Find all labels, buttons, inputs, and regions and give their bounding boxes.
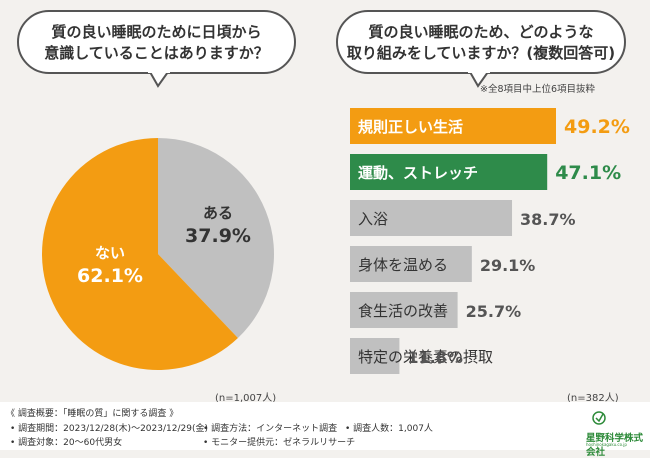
survey-method: • 調査方法：インターネット調査 bbox=[203, 424, 338, 434]
pie-slice-nai bbox=[42, 138, 238, 370]
pie-slice-value: 62.1% bbox=[77, 265, 143, 287]
bar-3 bbox=[350, 200, 513, 236]
bar-5 bbox=[350, 292, 458, 328]
left-question-line2: 意識していることはありますか？ bbox=[44, 44, 269, 62]
pie-slice-value: 37.9% bbox=[185, 225, 251, 247]
left-question-bubble: 質の良い睡眠のために日頃から 意識していることはありますか？ bbox=[17, 10, 296, 74]
right-bubble-tail-mask bbox=[468, 69, 490, 73]
pie-slice-aru bbox=[158, 138, 274, 339]
bar-1 bbox=[350, 108, 556, 144]
right-question-line2: 取り組みをしていますか？(複数回答可) bbox=[346, 44, 616, 62]
bar-4 bbox=[350, 246, 472, 282]
left-question-line1: 質の良い睡眠のために日頃から bbox=[51, 23, 262, 41]
right-chart-note: ※全8項目中上位6項目抜粋 bbox=[480, 84, 596, 95]
bar-category-label: 運動、ストレッチ bbox=[358, 164, 478, 182]
bar-value-label: 25.7% bbox=[466, 302, 522, 321]
bar-2 bbox=[350, 154, 548, 190]
bar-category-label: 規則正しい生活 bbox=[358, 118, 463, 136]
survey-count: • 調査人数：1,007人 bbox=[345, 424, 433, 434]
bar-category-label: 食生活の改善 bbox=[358, 302, 448, 320]
survey-provider: • モニター提供元：ゼネラルリサーチ bbox=[203, 438, 356, 448]
survey-footer: 《 調査概要：「睡眠の質」に関する調査 》 • 調査期間：2023/12/28(… bbox=[0, 402, 650, 450]
pie-sample-note: (n=1,007人) bbox=[215, 393, 277, 404]
pie-chart: ある 37.9% ない 62.1% bbox=[42, 138, 274, 370]
pie-slice-label: ない bbox=[95, 244, 125, 262]
bar-category-label: 特定の栄養素の摂取 bbox=[358, 348, 493, 366]
left-bubble-tail bbox=[148, 71, 170, 88]
bar-sample-note: (n=382人) bbox=[567, 393, 619, 404]
survey-heading: 《 調査概要：「睡眠の質」に関する調査 》 bbox=[6, 409, 179, 419]
bar-value-label: 47.1% bbox=[555, 162, 621, 184]
right-question-line1: 質の良い睡眠のため、どのような bbox=[368, 23, 594, 41]
bar-value-label: 11.8% bbox=[407, 348, 463, 367]
bar-value-label: 49.2% bbox=[564, 116, 630, 138]
bar-6 bbox=[350, 338, 400, 374]
bar-value-label: 38.7% bbox=[520, 210, 576, 229]
survey-target: • 調査対象：20～60代男女 bbox=[10, 438, 123, 448]
pie-slice-label: ある bbox=[203, 204, 233, 222]
survey-period: • 調査期間：2023/12/28(木)～2023/12/29(金) bbox=[10, 424, 208, 434]
right-question-bubble: 質の良い睡眠のため、どのような 取り組みをしていますか？(複数回答可) bbox=[336, 10, 626, 74]
logo-sub: hoshinokagaku.co.jp bbox=[586, 442, 627, 447]
left-bubble-tail-mask bbox=[148, 69, 170, 73]
bar-chart: 規則正しい生活 49.2% 運動、ストレッチ 47.1% 入浴 38.7% 身体を温める 29… bbox=[350, 108, 630, 374]
bar-value-label: 29.1% bbox=[480, 256, 536, 275]
bar-category-label: 入浴 bbox=[358, 210, 388, 228]
bar-category-label: 身体を温める bbox=[358, 256, 448, 274]
